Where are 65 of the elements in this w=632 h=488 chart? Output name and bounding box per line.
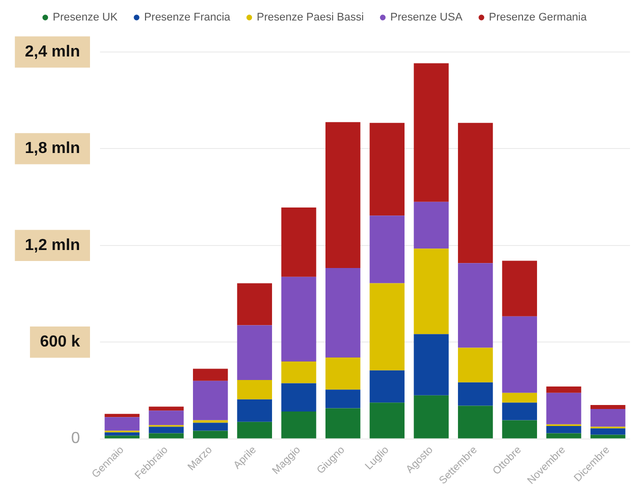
bar [325,268,360,358]
bar [502,260,538,316]
legend-label: Presenze Paesi Bassi [256,12,364,24]
bar [281,411,316,438]
bar [281,361,316,384]
legend-label: Presenze USA [390,12,464,24]
bar [458,122,493,264]
bar [104,414,140,418]
y-tick-label: 1,8 mln [24,140,80,158]
bar [458,382,493,406]
bar [414,202,449,249]
bar [414,248,449,334]
bar [502,420,538,438]
bar [104,436,140,438]
bar [546,386,582,393]
legend-label: Presenze Francia [144,12,232,24]
bar [414,63,449,202]
bar [325,390,360,408]
bar [458,348,493,382]
bar [281,208,316,277]
bar [414,334,449,396]
bar [237,325,272,380]
bar [281,276,316,362]
bar [237,380,272,400]
bar [148,410,184,426]
bar [237,422,272,438]
bar [325,408,360,438]
bar [104,432,140,436]
bar [148,426,184,434]
bar [237,283,272,326]
bar [546,433,582,438]
bar [370,283,405,370]
bar [502,392,538,403]
bar [414,395,449,438]
legend-label: Presenze Germania [488,12,588,24]
bar [192,368,228,381]
bar [502,316,538,393]
bar [546,426,582,434]
bar [546,392,582,424]
bar [370,402,405,438]
bar [590,428,626,435]
bar [370,122,405,216]
y-tick-label: 600 k [40,334,80,351]
bar [370,216,405,284]
bar [192,430,228,438]
bar [192,380,228,420]
bar [192,422,228,431]
bar [148,406,184,411]
bar [590,409,626,427]
bar [590,434,626,438]
bar [458,406,493,438]
bar [502,402,538,420]
bar [325,122,360,268]
y-tick-label: 0 [71,430,80,448]
bar [325,357,360,390]
bar [590,404,626,410]
bar [281,383,316,412]
legend-label: Presenze UK [52,12,118,24]
bar [104,417,140,431]
bar [237,399,272,422]
y-tick-label: 1,2 mln [24,236,80,254]
bar [458,263,493,348]
y-tick-label: 2,4 mln [24,43,80,60]
bar [370,370,405,403]
bar [148,433,184,438]
